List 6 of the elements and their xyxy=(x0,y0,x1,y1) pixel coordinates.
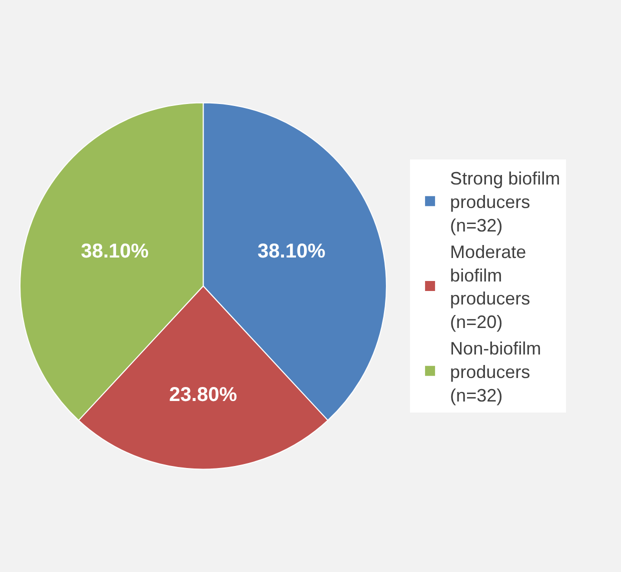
legend-label: Strong biofilm producers (n=32) xyxy=(450,168,560,236)
data-label: 38.10% xyxy=(80,240,149,262)
legend-label: Moderate biofilm producers (n=20) xyxy=(450,242,530,332)
data-label: 38.10% xyxy=(258,240,326,262)
data-label: 23.80% xyxy=(169,384,238,406)
legend-label: Non-biofilm producers (n=32) xyxy=(450,338,542,406)
